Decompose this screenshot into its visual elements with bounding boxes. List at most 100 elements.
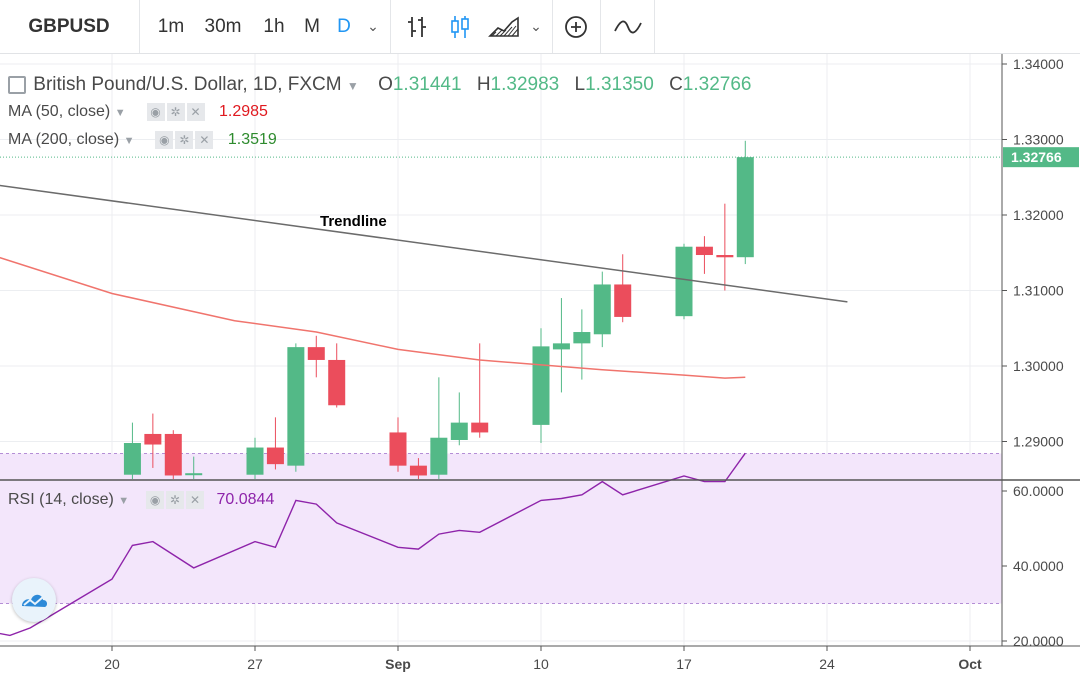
area-chart-icon[interactable]: [482, 0, 526, 53]
candle-up[interactable]: [573, 332, 591, 344]
candle-down[interactable]: [695, 246, 713, 256]
main-legend: British Pound/U.S. Dollar, 1D, FXCM ▼ O1…: [8, 74, 751, 96]
rsi-axis-label: 20.0000: [1013, 633, 1064, 649]
gear-icon[interactable]: ✲: [166, 103, 185, 121]
low-label: L: [574, 74, 586, 95]
rsi-band: [0, 453, 1002, 604]
tradingview-logo[interactable]: [12, 578, 56, 622]
candle-up[interactable]: [552, 343, 570, 350]
chevron-down-icon[interactable]: ▼: [118, 495, 130, 508]
close-icon[interactable]: ✕: [186, 491, 205, 509]
candle-down[interactable]: [614, 284, 632, 317]
interval-1h[interactable]: 1h: [263, 16, 285, 37]
eye-icon[interactable]: ◉: [155, 131, 174, 149]
price-chart[interactable]: Trendline 1.34000 1.33000 1.32000 1.31000 1.…: [0, 54, 1080, 683]
interval-1m[interactable]: 1m: [157, 16, 185, 37]
gear-icon[interactable]: ✲: [175, 131, 194, 149]
price-axis-label: 1.31000: [1013, 283, 1064, 299]
current-price-label: 1.32766: [1011, 149, 1062, 165]
price-axis-label: 1.32000: [1013, 207, 1064, 223]
candle-up[interactable]: [246, 447, 264, 475]
ma200-label: MA (200, close): [8, 131, 120, 149]
candle-up[interactable]: [185, 473, 203, 476]
toolbar-divider: [600, 0, 601, 53]
candle-down[interactable]: [266, 447, 284, 465]
ma200-value: 1.3519: [227, 131, 277, 149]
open-value: 1.31441: [392, 74, 462, 95]
candle-down[interactable]: [164, 433, 182, 476]
toolbar-divider: [552, 0, 553, 53]
chevron-down-icon[interactable]: ▼: [123, 135, 135, 148]
candle-up[interactable]: [593, 284, 611, 335]
series-square-icon[interactable]: [8, 75, 26, 94]
bar-chart-icon[interactable]: [398, 0, 438, 53]
trendline-label: Trendline: [320, 213, 387, 230]
chevron-down-icon[interactable]: ▼: [114, 107, 126, 120]
ma50-legend: MA (50, close) ▼ ◉ ✲ ✕ 1.2985: [8, 103, 268, 121]
chevron-down-icon[interactable]: ⌄: [367, 18, 379, 34]
time-axis-label: Oct: [958, 656, 982, 672]
rsi-legend: RSI (14, close) ▼ ◉ ✲ ✕ 70.0844: [8, 491, 274, 509]
chevron-down-icon[interactable]: ▼: [346, 79, 359, 93]
time-axis-label: 10: [533, 656, 549, 672]
chevron-down-icon[interactable]: ⌄: [530, 18, 542, 34]
candle-down[interactable]: [389, 432, 407, 466]
high-value: 1.32983: [490, 74, 560, 95]
close-icon[interactable]: ✕: [195, 131, 214, 149]
time-axis-label: 17: [676, 656, 692, 672]
time-axis-label: 24: [819, 656, 835, 672]
ma200-legend: MA (200, close) ▼ ◉ ✲ ✕ 1.3519: [8, 131, 277, 149]
toolbar: GBPUSD 1m 30m 1h M D ⌄ ⌄: [0, 0, 1080, 54]
price-axis-label: 1.30000: [1013, 358, 1064, 374]
toolbar-divider: [654, 0, 655, 53]
candle-down[interactable]: [328, 359, 346, 406]
time-axis-label: Sep: [385, 656, 411, 672]
add-indicator-icon[interactable]: [558, 0, 594, 53]
toolbar-divider: [139, 0, 140, 53]
candles-icon[interactable]: [440, 0, 480, 53]
candle-down[interactable]: [144, 433, 162, 445]
interval-30m[interactable]: 30m: [204, 16, 242, 37]
candle-up[interactable]: [675, 246, 693, 317]
ma50-value: 1.2985: [218, 103, 268, 121]
time-axis-label: 20: [104, 656, 120, 672]
low-value: 1.31350: [585, 74, 654, 95]
time-axis-label: 27: [247, 656, 263, 672]
candle-down[interactable]: [471, 422, 489, 433]
candle-up[interactable]: [450, 422, 468, 440]
price-axis-label: 1.34000: [1013, 56, 1064, 72]
candle-up[interactable]: [287, 347, 305, 466]
price-axis-label: 1.33000: [1013, 132, 1064, 148]
chart-title: British Pound/U.S. Dollar, 1D, FXCM: [33, 74, 342, 95]
trendline[interactable]: [0, 184, 848, 303]
candle-down[interactable]: [409, 465, 427, 476]
ma50-line: [0, 256, 746, 379]
symbol-search[interactable]: GBPUSD: [28, 16, 110, 37]
candle-down[interactable]: [307, 347, 325, 360]
eye-icon[interactable]: ◉: [146, 103, 165, 121]
rsi-axis-label: 60.0000: [1013, 483, 1064, 499]
indicators-wave-icon[interactable]: [606, 0, 650, 53]
candle-up[interactable]: [532, 346, 550, 425]
gear-icon[interactable]: ✲: [166, 491, 185, 509]
candle-down[interactable]: [716, 255, 734, 258]
interval-m[interactable]: M: [304, 16, 320, 37]
close-label: C: [669, 74, 683, 95]
ma50-label: MA (50, close): [8, 103, 111, 121]
eye-icon[interactable]: ◉: [146, 491, 165, 509]
current-price-tag: [1003, 147, 1079, 168]
candle-up[interactable]: [123, 443, 141, 475]
close-value: 1.32766: [682, 74, 752, 95]
rsi-axis-label: 40.0000: [1013, 558, 1064, 574]
candle-up[interactable]: [430, 437, 448, 475]
high-label: H: [476, 74, 491, 95]
toolbar-divider: [390, 0, 391, 53]
open-label: O: [378, 74, 393, 95]
rsi-line: [0, 452, 746, 637]
candle-up[interactable]: [736, 157, 754, 258]
rsi-label: RSI (14, close): [8, 491, 114, 509]
price-axis-label: 1.29000: [1013, 434, 1064, 450]
interval-d[interactable]: D: [337, 16, 351, 37]
rsi-value: 70.0844: [216, 491, 275, 509]
close-icon[interactable]: ✕: [186, 103, 205, 121]
